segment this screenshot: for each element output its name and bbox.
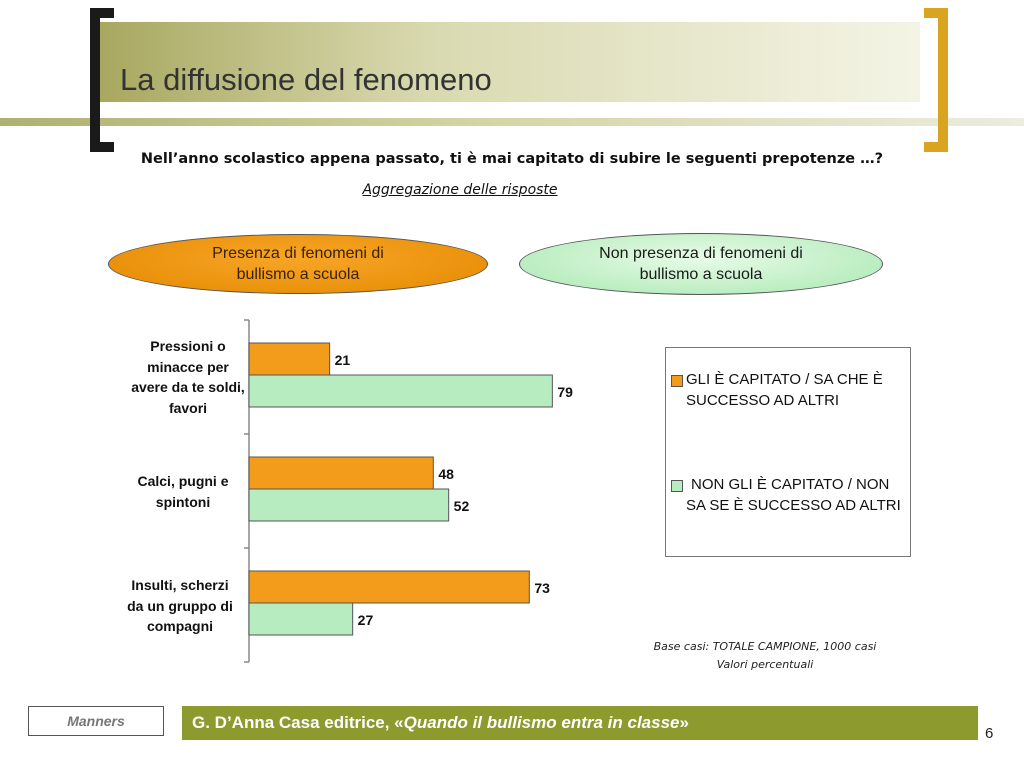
footer-book-title: Quando il bullismo entra in classe [403, 713, 680, 732]
data-label-series-1-category-3: 73 [534, 580, 550, 596]
bar-series-2-category-3 [248, 602, 354, 636]
base-note-line-2: Valori percentuali [716, 658, 814, 671]
footer-text-suffix: » [679, 713, 689, 732]
survey-question: Nell’anno scolastico appena passato, ti … [140, 151, 884, 167]
chart-legend: GLI È CAPITATO / SA CHE È SUCCESSO AD AL… [665, 347, 911, 557]
footer-text-prefix: G. D’Anna Casa editrice, « [192, 713, 404, 732]
base-note: Base casi: TOTALE CAMPIONE, 1000 casi Va… [600, 638, 930, 674]
data-label-series-2-category-1: 79 [557, 384, 573, 400]
category-label-calci: Calci, pugni e spintoni [137, 473, 229, 510]
page-number: 6 [985, 725, 994, 742]
data-label-series-2-category-2: 52 [454, 498, 470, 514]
chart-subtitle: Aggregazione delle risposte [362, 182, 558, 198]
bar-series-2-category-1 [248, 374, 553, 408]
bar-series-2-category-2 [248, 488, 450, 522]
right-bracket-decoration [924, 8, 948, 152]
presence-ellipse: Presenza di fenomeni di bullismo a scuol… [108, 234, 488, 294]
data-label-series-1-category-1: 21 [335, 352, 351, 368]
category-label-pressioni: Pressioni o minacce per avere da te sold… [131, 338, 245, 416]
category-label-insulti: Insulti, scherzi da un gruppo di compagn… [127, 577, 233, 634]
title-underline-bar [0, 118, 1024, 126]
base-note-line-1: Base casi: TOTALE CAMPIONE, 1000 casi [653, 640, 877, 653]
slide-title: La diffusione del fenomeno [120, 62, 492, 97]
absence-ellipse-label: Non presenza di fenomeni di bullismo a s… [599, 245, 803, 283]
footer-brand-logo: Manners [28, 706, 164, 736]
data-label-series-2-category-3: 27 [358, 612, 374, 628]
bar-series-1-category-2 [248, 456, 434, 490]
legend-label-series-1: GLI È CAPITATO / SA CHE È SUCCESSO AD AL… [686, 371, 883, 409]
legend-swatch-series-2 [671, 480, 683, 492]
bar-series-1-category-1 [248, 342, 331, 376]
bar-series-1-category-3 [248, 570, 530, 604]
footer-bar: G. D’Anna Casa editrice, «Quando il bull… [182, 706, 978, 740]
title-band [100, 22, 920, 102]
absence-ellipse: Non presenza di fenomeni di bullismo a s… [519, 233, 883, 295]
presence-ellipse-label: Presenza di fenomeni di bullismo a scuol… [212, 245, 384, 283]
data-label-series-1-category-2: 48 [438, 466, 454, 482]
legend-swatch-series-1 [671, 375, 683, 387]
legend-label-series-2: NON GLI È CAPITATO / NON SA SE È SUCCESS… [686, 476, 901, 514]
left-bracket-decoration [90, 8, 114, 152]
